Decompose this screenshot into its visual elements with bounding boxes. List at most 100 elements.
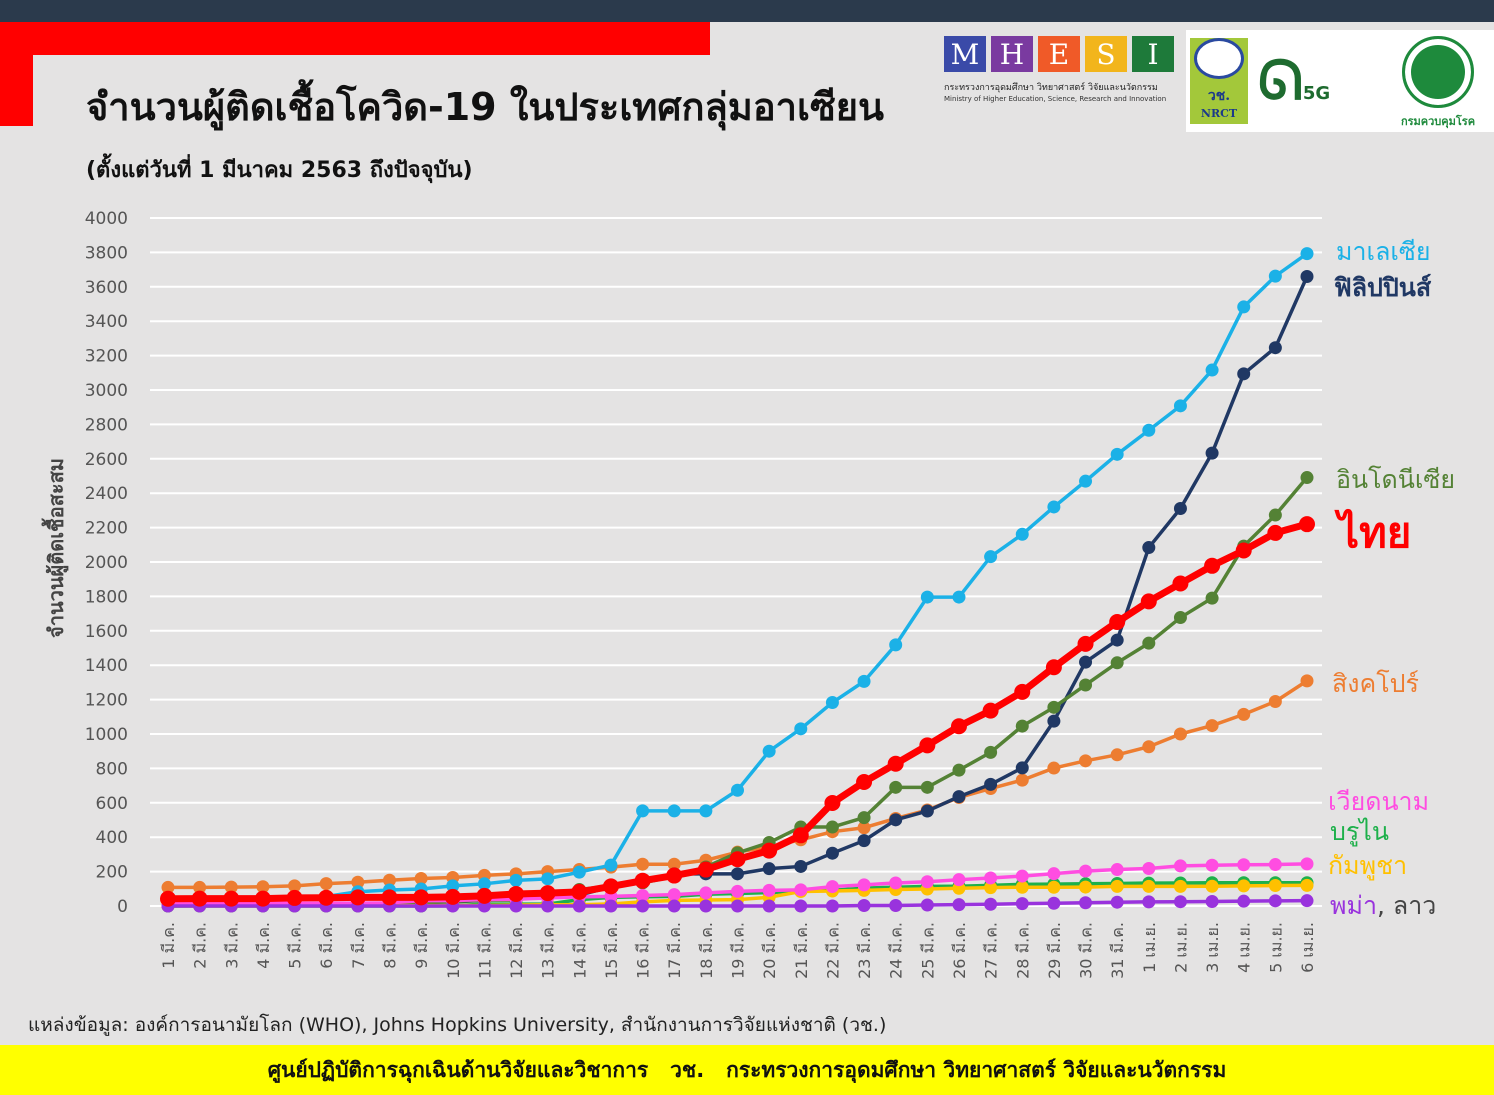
data-point: [825, 899, 839, 913]
data-point: [1079, 678, 1093, 692]
data-point: [1204, 557, 1221, 574]
data-point: [1047, 867, 1061, 881]
x-tick-label: 22 มี.ค.: [823, 922, 842, 979]
data-point: [889, 813, 903, 827]
y-tick-label: 3400: [85, 312, 128, 332]
y-tick-label: 3600: [85, 278, 128, 298]
data-point: [952, 873, 966, 887]
data-point: [1110, 633, 1124, 647]
data-point: [857, 811, 871, 825]
mhesi-letter: I: [1132, 36, 1174, 72]
data-point: [1205, 446, 1219, 460]
x-tick-label: 5 เม.ย.: [1266, 922, 1285, 973]
data-point: [256, 880, 270, 894]
x-tick-label: 13 มี.ค.: [539, 922, 558, 979]
data-point: [509, 873, 523, 887]
nrct-logo-english: NRCT: [1200, 107, 1238, 120]
data-point: [1300, 269, 1314, 283]
x-tick-label: 4 เม.ย.: [1235, 922, 1254, 973]
data-point: [413, 889, 430, 906]
data-point: [667, 857, 681, 871]
x-tick-label: 18 มี.ค.: [697, 922, 716, 979]
data-point: [731, 884, 744, 898]
data-point: [889, 898, 903, 912]
y-tick-label: 3800: [85, 243, 128, 263]
y-tick-label: 0: [117, 897, 128, 917]
data-point: [1142, 541, 1156, 555]
label-thailand: ไทย: [1338, 508, 1412, 557]
data-point: [984, 881, 998, 895]
data-point: [731, 899, 744, 913]
x-tick-label: 31 มี.ค.: [1108, 922, 1127, 979]
footer-text: ศูนย์ปฏิบัติการฉุกเฉินด้านวิจัยและวิชากา…: [267, 1057, 1227, 1082]
data-point: [446, 879, 460, 893]
nrct-logo-thai: วช.: [1207, 88, 1231, 104]
data-point: [1110, 447, 1124, 461]
data-point: [636, 857, 650, 871]
x-tick-label: 28 มี.ค.: [1013, 922, 1032, 979]
y-tick-label: 3200: [85, 347, 128, 367]
data-point: [161, 880, 175, 894]
data-point: [920, 590, 934, 604]
data-point: [824, 794, 841, 811]
data-point: [1173, 859, 1187, 873]
y-tick-label: 3000: [85, 381, 128, 401]
data-point: [666, 867, 683, 884]
data-point: [1077, 635, 1094, 652]
x-tick-label: 4 มี.ค.: [254, 922, 273, 969]
data-point: [889, 638, 903, 652]
y-tick-label: 200: [96, 863, 128, 883]
data-point: [1140, 593, 1157, 610]
data-point: [762, 899, 776, 913]
data-point: [1015, 773, 1029, 787]
data-point: [731, 783, 744, 797]
data-point: [1015, 761, 1029, 775]
data-point: [1299, 516, 1315, 533]
x-tick-label: 19 มี.ค.: [729, 922, 748, 979]
x-tick-label: 9 มี.ค.: [412, 922, 431, 969]
data-point: [1015, 527, 1029, 541]
mhesi-letter: M: [944, 36, 986, 72]
data-point: [286, 889, 303, 906]
data-point: [857, 674, 871, 688]
data-point: [1110, 863, 1124, 877]
data-point: [794, 859, 808, 873]
x-tick-label: 20 มี.ค.: [760, 922, 779, 979]
x-tick-label: 5 มี.ค.: [286, 922, 305, 969]
data-source: แหล่งข้อมูล: องค์การอนามัยโลก (WHO), Joh…: [28, 1014, 887, 1036]
y-tick-label: 1200: [85, 691, 128, 711]
x-tick-label: 23 มี.ค.: [855, 922, 874, 979]
data-point: [1142, 895, 1156, 909]
data-point: [794, 722, 808, 736]
data-point: [1173, 611, 1187, 625]
data-point: [1015, 719, 1029, 733]
data-point: [476, 887, 493, 904]
x-tick-label: 11 มี.ค.: [475, 922, 494, 979]
x-tick-label: 17 มี.ค.: [665, 922, 684, 979]
data-point: [1205, 858, 1219, 872]
data-point: [1268, 858, 1282, 872]
moph-logo-text: กรมควบคุมโรค: [1400, 115, 1476, 128]
data-point: [1079, 754, 1093, 768]
data-point: [1047, 761, 1061, 775]
data-point: [191, 890, 208, 907]
label-laos: , ลาว: [1377, 891, 1437, 920]
data-point: [634, 872, 651, 889]
series-line: [168, 252, 1309, 903]
y-tick-label: 1000: [85, 725, 128, 745]
y-tick-label: 1800: [85, 587, 128, 607]
data-point: [351, 875, 365, 889]
data-point: [1110, 748, 1124, 762]
x-tick-label: 1 เม.ย.: [1140, 922, 1159, 973]
moph-logo: [1396, 36, 1480, 108]
data-point: [984, 550, 998, 564]
nrct-logo: วช. NRCT: [1190, 38, 1248, 124]
data-point: [761, 842, 778, 859]
data-point: [1079, 864, 1093, 878]
x-tick-label: 3 มี.ค.: [222, 922, 241, 969]
data-point: [381, 889, 398, 906]
data-point: [1079, 896, 1093, 910]
x-tick-label: 6 มี.ค.: [317, 922, 336, 969]
data-point: [1268, 694, 1282, 708]
data-point: [952, 590, 966, 604]
